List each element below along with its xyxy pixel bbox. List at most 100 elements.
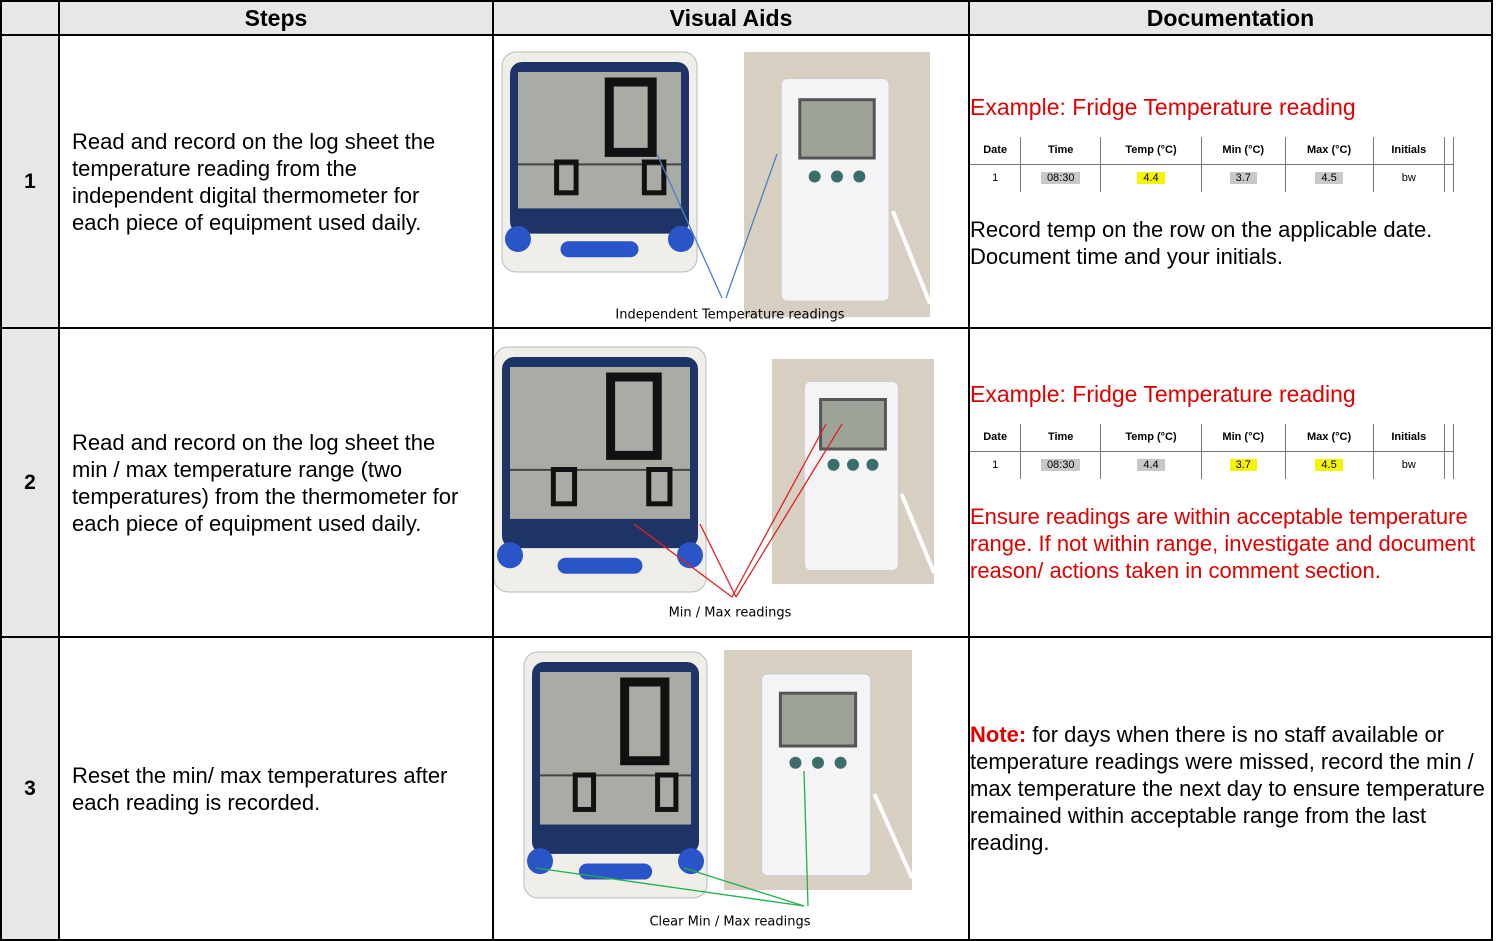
log-cell <box>1445 164 1454 192</box>
doc-text: Note: for days when there is no staff av… <box>970 721 1491 856</box>
device-button <box>853 171 865 183</box>
log-column <box>1445 424 1454 452</box>
device-button <box>828 459 840 471</box>
highlighted-value: 4.4 <box>1137 172 1164 184</box>
log-cell: 4.5 <box>1285 164 1373 192</box>
log-value: bw <box>1402 459 1416 471</box>
log-column: Min (°C) <box>1201 424 1285 452</box>
step-text: Read and record on the log sheet the min… <box>60 429 476 537</box>
log-cell: 3.7 <box>1201 164 1285 192</box>
caption: Independent Temperature readings <box>615 308 844 323</box>
step-text: Read and record on the log sheet the tem… <box>60 128 476 236</box>
log-column: Min (°C) <box>1201 137 1285 165</box>
visual-aid: Independent Temperature readings <box>494 36 968 327</box>
header-cell: Documentation <box>969 1 1492 35</box>
step-number: 1 <box>1 35 59 328</box>
log-column: Initials <box>1373 137 1444 165</box>
right-button <box>677 542 703 568</box>
step-text: Reset the min/ max temperatures after ea… <box>60 762 476 816</box>
log-value: 08:30 <box>1041 172 1081 184</box>
table-row: 2Read and record on the log sheet the mi… <box>1 328 1492 637</box>
visual-aid: Clear Min / Max readings <box>494 638 968 939</box>
log-value: 4.5 <box>1315 172 1342 184</box>
example-title: Example: Fridge Temperature reading <box>970 381 1491 408</box>
device-lcd <box>821 400 886 450</box>
log-cell: 08:30 <box>1021 164 1101 192</box>
header-cell: Visual Aids <box>493 1 969 35</box>
log-cell: 1 <box>970 452 1021 480</box>
device-button <box>809 171 821 183</box>
log-column: Max (°C) <box>1285 137 1373 165</box>
log-value: 3.7 <box>1230 172 1257 184</box>
visual-cell: Clear Min / Max readings <box>493 637 969 940</box>
step-cell: Read and record on the log sheet the min… <box>59 328 493 637</box>
log-value: 1 <box>992 459 998 471</box>
log-sheet: DateTimeTemp (°C)Min (°C)Max (°C)Initial… <box>970 137 1454 192</box>
note-label: Note: <box>970 722 1026 747</box>
log-column: Date <box>970 137 1021 165</box>
log-column: Max (°C) <box>1285 424 1373 452</box>
device-button <box>866 459 878 471</box>
log-column: Time <box>1021 137 1101 165</box>
doc-body: for days when there is no staff availabl… <box>970 722 1485 855</box>
step-cell: Reset the min/ max temperatures after ea… <box>59 637 493 940</box>
step-number: 3 <box>1 637 59 940</box>
mode-button <box>561 241 639 257</box>
device-button <box>789 757 801 769</box>
visual-aid: Min / Max readings <box>494 329 968 636</box>
log-column: Date <box>970 424 1021 452</box>
device-lcd <box>800 100 874 158</box>
page: StepsVisual AidsDocumentation 1Read and … <box>0 0 1501 939</box>
left-button <box>497 542 523 568</box>
device-button <box>847 459 859 471</box>
log-value: 08:30 <box>1041 459 1081 471</box>
log-value: bw <box>1402 172 1416 184</box>
table-body: 1Read and record on the log sheet the te… <box>1 35 1492 940</box>
log-column: Time <box>1021 424 1101 452</box>
doc-cell: Note: for days when there is no staff av… <box>969 637 1492 940</box>
device-button <box>831 171 843 183</box>
log-cell: 4.4 <box>1101 164 1202 192</box>
header-cell: Steps <box>59 1 493 35</box>
log-cell: 3.7 <box>1201 452 1285 480</box>
log-value: 4.4 <box>1137 459 1164 471</box>
log-cell: bw <box>1373 452 1444 480</box>
header-cell <box>1 1 59 35</box>
example-title: Example: Fridge Temperature reading <box>970 94 1491 121</box>
left-button <box>505 226 531 252</box>
doc-body: Ensure readings are within acceptable te… <box>970 504 1475 583</box>
doc-text: Ensure readings are within acceptable te… <box>970 503 1491 584</box>
visual-cell: Independent Temperature readings <box>493 35 969 328</box>
highlighted-value: 3.7 <box>1230 459 1257 471</box>
log-cell: 4.4 <box>1101 452 1202 480</box>
log-column: Temp (°C) <box>1101 424 1202 452</box>
visual-cell: Min / Max readings <box>493 328 969 637</box>
step-number: 2 <box>1 328 59 637</box>
log-cell: 4.5 <box>1285 452 1373 480</box>
log-column: Initials <box>1373 424 1444 452</box>
mode-button <box>579 864 652 880</box>
device-lcd <box>510 367 690 519</box>
log-row: 1 08:30 4.4 3.7 4.5 bw <box>970 452 1454 480</box>
log-cell: bw <box>1373 164 1444 192</box>
doc-text: Record temp on the row on the applicable… <box>970 216 1491 270</box>
log-column <box>1445 137 1454 165</box>
device-button <box>835 757 847 769</box>
step-cell: Read and record on the log sheet the tem… <box>59 35 493 328</box>
log-row: 1 08:30 4.4 3.7 4.5 bw <box>970 164 1454 192</box>
log-cell: 1 <box>970 164 1021 192</box>
log-value: 1 <box>992 172 998 184</box>
device-lcd <box>780 693 855 746</box>
caption: Clear Min / Max readings <box>649 915 810 930</box>
right-button <box>668 226 694 252</box>
log-column: Temp (°C) <box>1101 137 1202 165</box>
mode-button <box>558 558 643 574</box>
log-cell: 08:30 <box>1021 452 1101 480</box>
device-button <box>812 757 824 769</box>
